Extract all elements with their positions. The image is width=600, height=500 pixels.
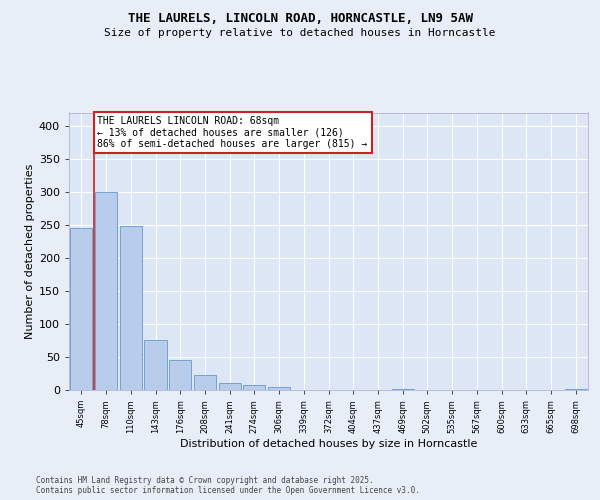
Bar bbox=[243, 384, 265, 390]
Bar bbox=[145, 340, 167, 390]
Bar bbox=[119, 226, 142, 390]
Bar bbox=[218, 384, 241, 390]
Text: Size of property relative to detached houses in Horncastle: Size of property relative to detached ho… bbox=[104, 28, 496, 38]
Bar bbox=[194, 376, 216, 390]
Bar bbox=[392, 388, 414, 390]
Text: Contains HM Land Registry data © Crown copyright and database right 2025.
Contai: Contains HM Land Registry data © Crown c… bbox=[36, 476, 420, 495]
Bar bbox=[70, 228, 92, 390]
Bar bbox=[169, 360, 191, 390]
X-axis label: Distribution of detached houses by size in Horncastle: Distribution of detached houses by size … bbox=[180, 438, 477, 448]
Bar bbox=[268, 386, 290, 390]
Text: THE LAURELS, LINCOLN ROAD, HORNCASTLE, LN9 5AW: THE LAURELS, LINCOLN ROAD, HORNCASTLE, L… bbox=[128, 12, 473, 26]
Bar bbox=[95, 192, 117, 390]
Bar bbox=[565, 388, 587, 390]
Y-axis label: Number of detached properties: Number of detached properties bbox=[25, 164, 35, 339]
Text: THE LAURELS LINCOLN ROAD: 68sqm
← 13% of detached houses are smaller (126)
86% o: THE LAURELS LINCOLN ROAD: 68sqm ← 13% of… bbox=[97, 116, 368, 149]
